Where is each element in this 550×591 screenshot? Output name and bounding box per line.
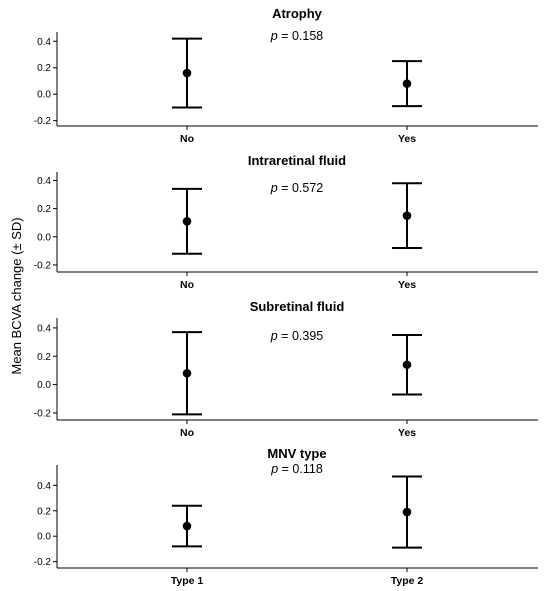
- mean-point: [182, 68, 192, 78]
- x-tick-label: Yes: [398, 133, 416, 145]
- y-tick-label: -0.2: [34, 408, 52, 419]
- chart-panel: Subretinal fluid p = 0.395 0.4 0.2 0.0 -0.2 No…: [34, 299, 538, 439]
- p-value-label: p = 0.158: [270, 29, 324, 43]
- y-tick-label: -0.2: [34, 557, 52, 568]
- y-tick-label: -0.2: [34, 116, 52, 127]
- p-value-text: = 0.118: [278, 462, 323, 476]
- y-tick-label: 0.2: [37, 352, 51, 363]
- y-tick-label: 0.4: [37, 176, 51, 187]
- mean-point: [402, 79, 412, 88]
- mean-point: [182, 521, 192, 531]
- p-value-text: = 0.572: [278, 181, 324, 195]
- y-axis-label: Mean BCVA change (± SD): [9, 217, 24, 374]
- y-tick-label: -0.2: [34, 260, 52, 271]
- p-value-text: = 0.158: [278, 29, 324, 43]
- x-tick-label: No: [180, 427, 194, 439]
- p-value-symbol: p: [270, 462, 278, 476]
- x-tick-label: No: [180, 133, 194, 145]
- x-tick-label: Yes: [398, 279, 416, 291]
- y-tick-label: 0.2: [37, 63, 51, 74]
- p-value-symbol: p: [270, 29, 278, 43]
- y-tick-label: 0.2: [37, 506, 51, 517]
- y-tick-label: 0.0: [37, 232, 51, 243]
- panel-title: Atrophy: [272, 6, 323, 21]
- y-tick-label: 0.4: [37, 37, 51, 48]
- panel-title: Intraretinal fluid: [248, 153, 346, 168]
- x-tick-label: Yes: [398, 427, 416, 439]
- mean-point: [182, 368, 192, 378]
- y-tick-label: 0.0: [37, 380, 51, 391]
- y-tick-label: 0.0: [37, 90, 51, 101]
- p-value-symbol: p: [270, 329, 278, 343]
- y-tick-label: 0.4: [37, 323, 51, 334]
- y-tick-label: 0.2: [37, 204, 51, 215]
- mean-point: [402, 507, 412, 517]
- y-tick-label: 0.0: [37, 532, 51, 543]
- x-tick-label: Type 1: [171, 575, 204, 587]
- p-value-text: = 0.395: [278, 329, 324, 343]
- x-tick-label: No: [180, 279, 194, 291]
- panel-title: MNV type: [267, 446, 326, 461]
- p-value-label: p = 0.118: [270, 462, 323, 476]
- mean-point: [402, 211, 412, 220]
- x-tick-label: Type 2: [391, 575, 424, 587]
- chart-panel: Intraretinal fluid p = 0.572 0.4 0.2 0.0 -0.2…: [34, 153, 538, 291]
- mean-point: [182, 216, 192, 226]
- p-value-symbol: p: [270, 181, 278, 195]
- p-value-label: p = 0.572: [270, 181, 324, 195]
- p-value-label: p = 0.395: [270, 329, 324, 343]
- panel-title: Subretinal fluid: [250, 299, 345, 314]
- chart-panel: Atrophy p = 0.158 0.4 0.2 0.0 -0.2 No Yes: [34, 6, 538, 145]
- y-tick-label: 0.4: [37, 481, 51, 492]
- mean-point: [402, 360, 412, 370]
